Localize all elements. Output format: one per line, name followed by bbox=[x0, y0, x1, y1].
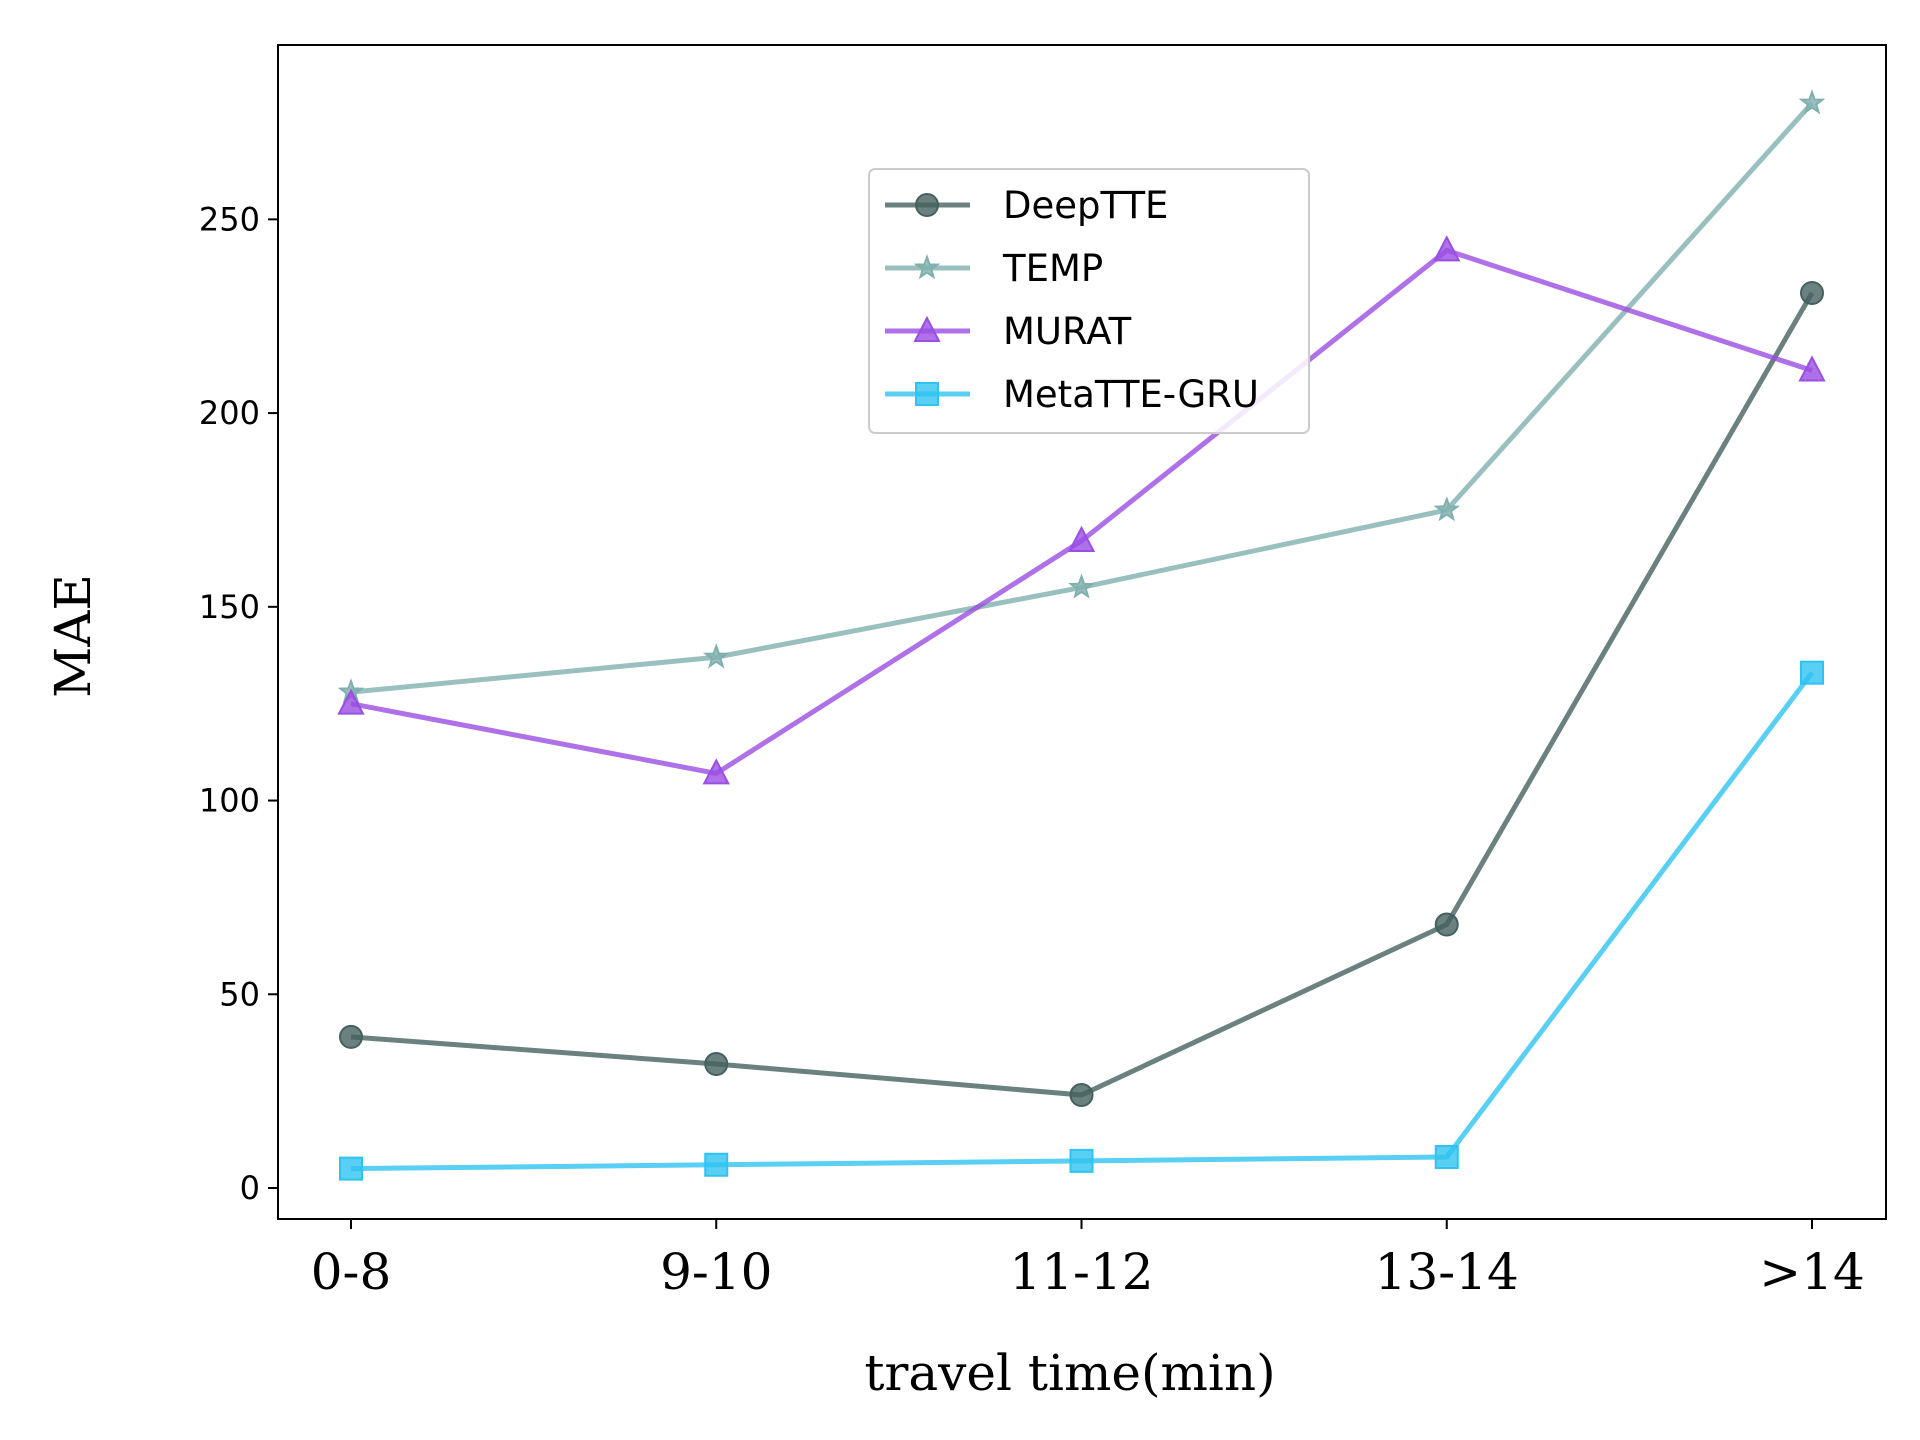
legend-marker bbox=[915, 193, 939, 217]
x-tick-label: 11-12 bbox=[1009, 1243, 1153, 1301]
data-point-metatte-gru bbox=[1069, 1148, 1094, 1173]
data-point-metatte-gru bbox=[1434, 1145, 1459, 1170]
legend-item-murat: MURAT bbox=[885, 310, 1132, 353]
series-deeptte bbox=[339, 280, 1824, 1108]
legend-item-metatte-gru: MetaTTE-GRU bbox=[885, 373, 1259, 416]
data-point-temp bbox=[1433, 496, 1461, 522]
series-metatte-gru bbox=[339, 660, 1824, 1181]
x-tick-label: 9-10 bbox=[660, 1243, 772, 1301]
y-tick-label: 50 bbox=[219, 975, 260, 1013]
data-point-metatte-gru bbox=[339, 1156, 363, 1181]
legend-item-deeptte: DeepTTE bbox=[885, 184, 1168, 227]
data-point-deeptte bbox=[1800, 280, 1824, 305]
y-tick-label: 250 bbox=[199, 200, 260, 238]
data-point-deeptte bbox=[1069, 1083, 1094, 1108]
data-point-murat bbox=[1798, 355, 1826, 382]
x-axis-ticks: 0-8 9-10 11-12 13-14 >14 bbox=[311, 1219, 1865, 1301]
y-tick-label: 100 bbox=[199, 782, 260, 820]
y-axis-ticks: 0 50 100 150 200 250 bbox=[199, 200, 278, 1207]
legend-marker bbox=[913, 315, 941, 342]
data-point-murat bbox=[337, 688, 365, 715]
data-point-temp bbox=[1798, 89, 1826, 115]
legend-label: MURAT bbox=[1003, 310, 1132, 353]
data-point-metatte-gru bbox=[1800, 660, 1824, 685]
x-tick-label: >14 bbox=[1759, 1243, 1865, 1301]
x-tick-label: 13-14 bbox=[1375, 1243, 1519, 1301]
legend-label: TEMP bbox=[1002, 247, 1103, 290]
legend-box bbox=[868, 168, 1310, 434]
legend-marker bbox=[915, 382, 939, 406]
legend-marker bbox=[913, 253, 941, 280]
x-tick-label: 0-8 bbox=[311, 1243, 392, 1301]
data-point-murat bbox=[1433, 235, 1461, 262]
data-point-metatte-gru bbox=[704, 1152, 729, 1177]
legend-label: DeepTTE bbox=[1003, 184, 1168, 227]
data-point-deeptte bbox=[1434, 912, 1459, 937]
series-murat bbox=[337, 235, 1826, 785]
legend: DeepTTE TEMP MURAT MetaTTE-GRU bbox=[868, 168, 1310, 434]
data-point-temp bbox=[703, 643, 730, 669]
y-axis-label: MAE bbox=[44, 574, 102, 698]
y-tick-label: 0 bbox=[240, 1169, 260, 1207]
series-layer bbox=[337, 89, 1826, 1181]
data-point-deeptte bbox=[704, 1052, 729, 1077]
data-point-deeptte bbox=[339, 1024, 363, 1049]
data-point-temp bbox=[1068, 573, 1095, 599]
legend-item-temp: TEMP bbox=[885, 247, 1103, 290]
data-point-murat bbox=[702, 758, 730, 785]
x-axis-label: travel time(min) bbox=[864, 1344, 1275, 1402]
y-tick-label: 150 bbox=[199, 588, 260, 626]
y-tick-label: 200 bbox=[199, 394, 260, 432]
legend-label: MetaTTE-GRU bbox=[1003, 373, 1259, 416]
data-point-murat bbox=[1067, 525, 1096, 552]
